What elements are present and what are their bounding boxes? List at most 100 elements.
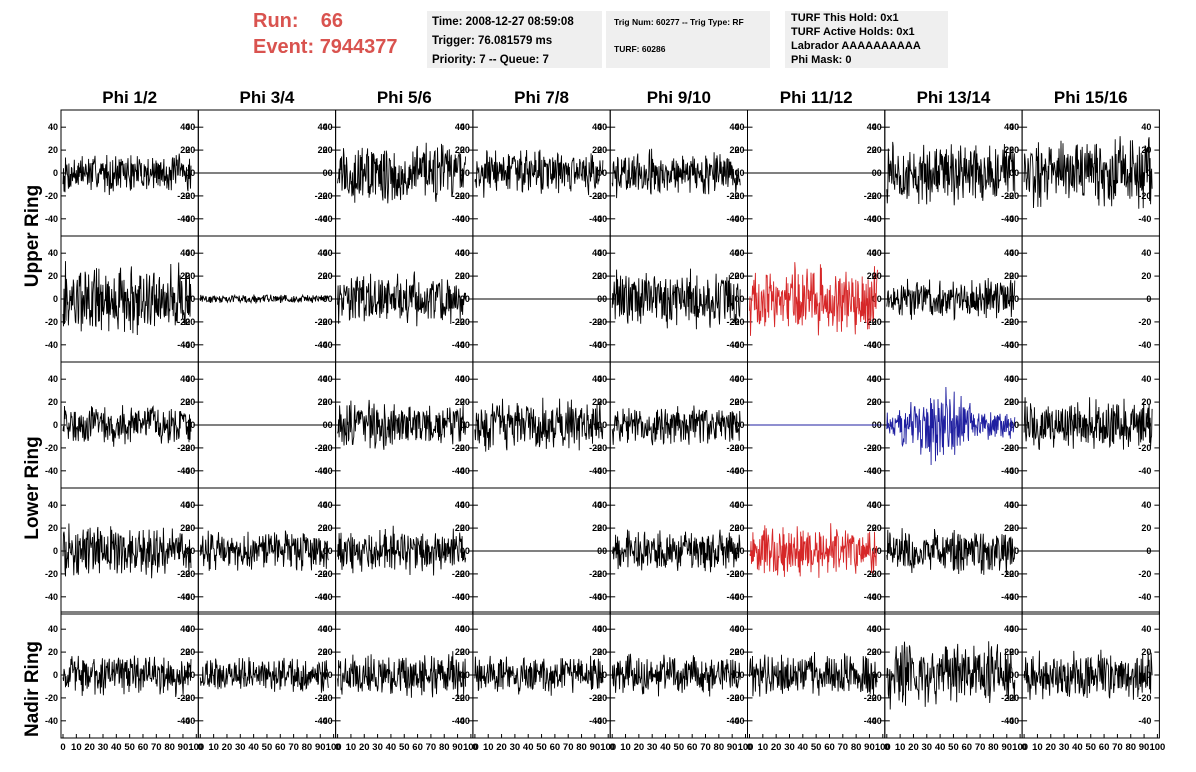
y-tick-label: -20 — [457, 569, 470, 579]
y-tick-label: 40 — [1009, 248, 1019, 258]
y-tick-label: 0 — [328, 546, 333, 556]
y-tick-label: -40 — [320, 716, 333, 726]
y-tick-label-inner: 0 — [1146, 670, 1151, 680]
y-tick-label-inner: -20 — [315, 317, 328, 327]
x-tick-label: 70 — [838, 742, 849, 753]
y-tick-label-inner: -20 — [1001, 443, 1014, 453]
y-tick-label: 0 — [190, 420, 195, 430]
y-tick-label-inner: 20 — [1004, 523, 1014, 533]
y-tick-label: 40 — [185, 374, 195, 384]
x-tick-label: 70 — [975, 742, 986, 753]
waveform-trace — [749, 523, 878, 578]
y-tick-label-inner: 20 — [455, 523, 465, 533]
y-tick-label: 40 — [872, 624, 882, 634]
y-tick-label-inner: -20 — [864, 443, 877, 453]
y-tick-label-inner: 0 — [734, 294, 739, 304]
x-tick-label: 60 — [275, 742, 286, 753]
waveform-trace — [337, 142, 467, 204]
y-tick-label: -40 — [45, 716, 58, 726]
y-tick-label-inner: 40 — [729, 122, 739, 132]
y-tick-label: 20 — [185, 271, 195, 281]
y-tick-label-inner: 40 — [592, 122, 602, 132]
y-tick-label-inner: -20 — [177, 191, 190, 201]
y-tick-label: -20 — [457, 693, 470, 703]
y-tick-label-inner: -40 — [452, 214, 465, 224]
event-line: Event: 7944377 — [253, 34, 418, 60]
y-tick-label-inner: 40 — [592, 500, 602, 510]
event-label: Event: — [253, 36, 315, 58]
y-tick-label-inner: -40 — [864, 340, 877, 350]
x-tick-label: 0 — [335, 742, 340, 753]
y-tick-label-inner: 0 — [323, 546, 328, 556]
y-tick-label: 40 — [48, 374, 58, 384]
y-tick-label-inner: 20 — [318, 397, 328, 407]
y-tick-label: 0 — [1014, 294, 1019, 304]
y-tick-label-inner: 20 — [867, 271, 877, 281]
y-tick-label: 0 — [53, 294, 58, 304]
x-tick-label: 50 — [1085, 742, 1096, 753]
y-tick-label: -40 — [182, 592, 195, 602]
y-tick-label-inner: 40 — [455, 248, 465, 258]
y-tick-label-inner: 40 — [1141, 248, 1151, 258]
y-tick-label: 40 — [597, 248, 607, 258]
y-tick-label: 0 — [877, 420, 882, 430]
x-tick-label: 0 — [884, 742, 889, 753]
y-tick-label-inner: -20 — [452, 443, 465, 453]
x-tick-label: 30 — [372, 742, 383, 753]
y-tick-label: 0 — [328, 420, 333, 430]
y-tick-label: 20 — [460, 271, 470, 281]
y-tick-label-inner: -20 — [452, 693, 465, 703]
y-tick-label-inner: -20 — [1138, 693, 1151, 703]
run-value: 66 — [320, 10, 344, 32]
y-tick-label: 20 — [597, 647, 607, 657]
y-tick-label-inner: -20 — [726, 569, 739, 579]
waveform-trace — [199, 293, 329, 304]
ring-label: Upper Ring — [22, 185, 43, 287]
column-title: Phi 3/4 — [240, 88, 295, 107]
y-tick-label-inner: 0 — [185, 420, 190, 430]
x-tick-label: 100 — [1012, 742, 1028, 753]
y-tick-label-inner: 20 — [455, 647, 465, 657]
y-tick-label-inner: 20 — [1141, 397, 1151, 407]
y-tick-label-inner: -40 — [1138, 592, 1151, 602]
y-tick-label: 20 — [48, 271, 58, 281]
y-tick-label-inner: 40 — [455, 624, 465, 634]
y-tick-label-inner: -20 — [177, 693, 190, 703]
y-tick-label: -40 — [182, 716, 195, 726]
y-tick-label-inner: -20 — [589, 191, 602, 201]
x-tick-label: 90 — [1001, 742, 1012, 753]
waveform-trace — [337, 399, 467, 450]
y-tick-label-inner: -40 — [177, 466, 190, 476]
y-tick-label-inner: -40 — [1001, 592, 1014, 602]
x-tick-label: 30 — [1059, 742, 1070, 753]
x-tick-label: 80 — [714, 742, 725, 753]
x-tick-label: 90 — [727, 742, 738, 753]
x-tick-label: 90 — [1139, 742, 1150, 753]
y-tick-label: -40 — [182, 340, 195, 350]
y-tick-label-inner: 0 — [1146, 168, 1151, 178]
y-tick-label: 20 — [1009, 397, 1019, 407]
y-tick-label-inner: -40 — [589, 716, 602, 726]
y-tick-label: 0 — [465, 294, 470, 304]
waveform-trace — [611, 529, 741, 573]
y-tick-label: 0 — [602, 546, 607, 556]
y-tick-label: 0 — [602, 294, 607, 304]
y-tick-label: 0 — [53, 546, 58, 556]
y-tick-label-inner: -20 — [864, 569, 877, 579]
run-event-box: Run: 66 Event: 7944377 — [253, 8, 418, 60]
y-tick-label-inner: 20 — [318, 647, 328, 657]
x-tick-label: 70 — [426, 742, 437, 753]
y-tick-label-inner: -20 — [589, 693, 602, 703]
waveform-trace — [474, 655, 604, 696]
y-tick-label-inner: 20 — [1141, 523, 1151, 533]
y-tick-label-inner: 40 — [1141, 374, 1151, 384]
y-tick-label-inner: 40 — [867, 248, 877, 258]
waveform-trace — [474, 397, 604, 452]
y-tick-label-inner: 40 — [592, 248, 602, 258]
column-title: Phi 9/10 — [647, 88, 711, 107]
waveform-trace — [1023, 397, 1153, 450]
trigger-text: Trigger: 76.081579 ms — [432, 35, 553, 47]
waveform-trace — [886, 528, 1016, 575]
y-tick-label-inner: 20 — [1004, 397, 1014, 407]
